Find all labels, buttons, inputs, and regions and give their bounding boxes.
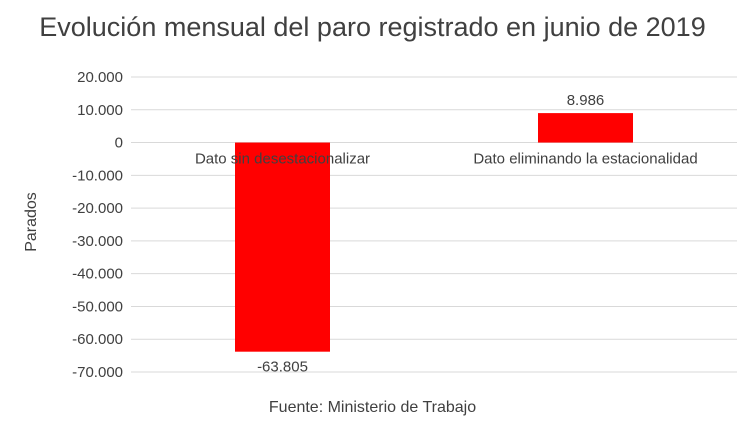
chart-source: Fuente: Ministerio de Trabajo: [268, 399, 477, 416]
bar: [538, 113, 633, 143]
data-label: 8.986: [567, 92, 605, 109]
y-tick-label: -40.000: [72, 266, 123, 283]
y-tick-label: -30.000: [72, 233, 123, 250]
y-tick-label: -60.000: [72, 331, 123, 348]
y-tick-label: 0: [115, 135, 123, 152]
y-tick-label: -10.000: [72, 167, 123, 184]
x-tick-label: Dato sin desestacionalizar: [195, 151, 370, 168]
x-tick-label: Dato eliminando la estacionalidad: [473, 151, 697, 168]
y-tick-label: 10.000: [77, 102, 123, 119]
y-tick-label: -70.000: [72, 364, 123, 381]
y-tick-label: -20.000: [72, 200, 123, 217]
chart-title: Evolución mensual del paro registrado en…: [39, 12, 706, 42]
y-tick-label: 20.000: [77, 69, 123, 86]
data-label: -63.805: [257, 359, 308, 376]
y-tick-label: -50.000: [72, 298, 123, 315]
bar: [235, 142, 330, 352]
